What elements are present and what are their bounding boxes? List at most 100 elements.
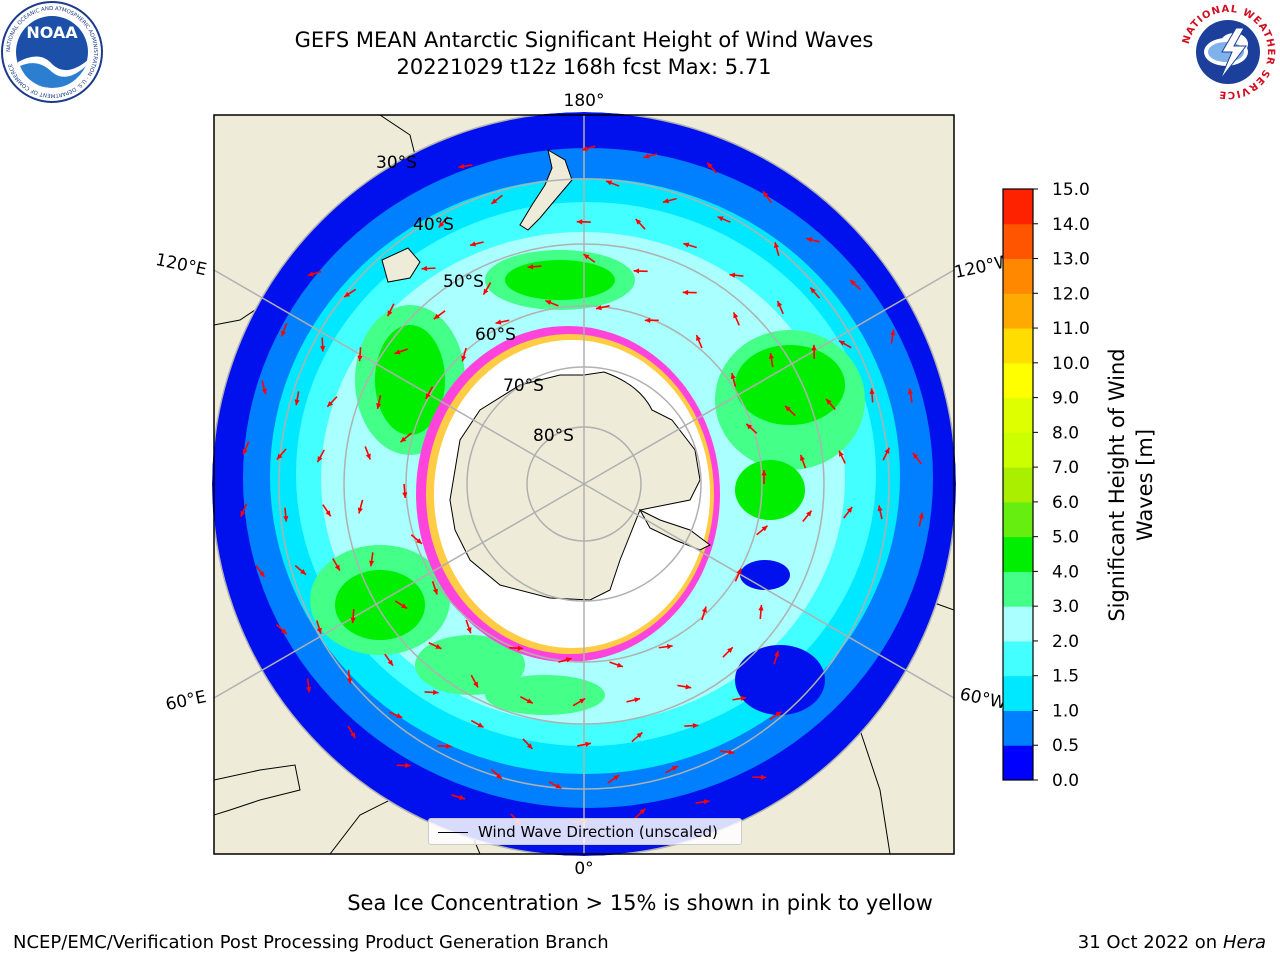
national-weather-service-logo: NATIONAL WEATHER SERVICE xyxy=(1178,2,1278,102)
wind-wave-arrow-head xyxy=(327,401,333,407)
wind-wave-arrow-head xyxy=(317,456,323,463)
wind-wave-arrow-head xyxy=(763,191,769,198)
wind-wave-arrow-head xyxy=(240,510,246,517)
wind-wave-arrow-head xyxy=(320,345,326,352)
wind-wave-arrow-head xyxy=(394,349,401,355)
wind-wave-arrow-head xyxy=(350,732,356,739)
colorbar-segment xyxy=(1003,536,1033,572)
wind-wave-arrow-head xyxy=(692,723,699,729)
lat-label-40s: 40°S xyxy=(413,215,454,235)
wind-wave-arrow-head xyxy=(376,403,382,409)
tasmania-land xyxy=(381,247,421,283)
wind-wave-arrow-head xyxy=(581,146,588,152)
wind-wave-arrow-head xyxy=(736,568,742,575)
wind-wave-arrow-head xyxy=(643,153,650,159)
wind-wave-arrow-head xyxy=(644,317,651,323)
legend-line-symbol xyxy=(438,832,468,833)
wind-wave-arrow-head xyxy=(811,344,817,351)
wind-wave-arrow-head xyxy=(357,355,363,362)
wind-wave-arrow-head xyxy=(346,678,353,684)
wind-wave-arrow-head xyxy=(316,627,322,634)
sea-ice-note: Sea Ice Concentration > 15% is shown in … xyxy=(347,891,933,915)
wind-wave-arrow-head xyxy=(717,216,724,222)
colorbar-segment xyxy=(1003,501,1033,538)
colorbar-tick-label: 1.0 xyxy=(1052,701,1079,721)
wind-wave-arrow-head xyxy=(579,698,586,704)
colorbar-segment xyxy=(1003,258,1033,294)
colorbar-segment xyxy=(1003,745,1033,781)
chart-subtitle: 20221029 t12z 168h fcst Max: 5.71 xyxy=(396,55,772,79)
wind-wave-arrow-head xyxy=(846,506,853,513)
wind-wave-arrow-head xyxy=(491,198,498,204)
colorbar-segment xyxy=(1003,293,1033,329)
wind-wave-arrow-head xyxy=(583,254,590,260)
wind-wave-arrow-head xyxy=(774,650,780,657)
wind-wave-arrow-head xyxy=(433,689,439,695)
lon-label-upper-left: 120°E xyxy=(154,250,209,280)
wind-wave-arrow-head xyxy=(758,604,764,611)
colorbar-tick-label: 10.0 xyxy=(1052,354,1090,374)
colorbar-segment xyxy=(1003,223,1033,260)
colorbar-frame xyxy=(1002,188,1034,781)
wind-wave-arrow-head xyxy=(555,783,562,789)
wind-wave-arrow-head xyxy=(438,221,445,228)
wind-wave-arrow-head xyxy=(606,180,613,186)
wind-wave-arrow-head xyxy=(777,300,783,307)
wind-wave-arrow-head xyxy=(446,743,452,749)
colorbar-tick-label: 11.0 xyxy=(1052,319,1090,339)
footer-credit: NCEP/EMC/Verification Post Processing Pr… xyxy=(13,932,609,953)
colorbar-tick-label: 0.0 xyxy=(1052,771,1079,791)
wind-wave-arrow-head xyxy=(401,603,408,609)
wind-wave-arrow-head xyxy=(918,512,924,519)
wind-wave-arrow-head xyxy=(839,450,844,457)
wind-wave-arrow-head xyxy=(281,330,286,337)
lat-label-80s: 80°S xyxy=(533,426,574,446)
lon-label-lower-left: 60°E xyxy=(164,687,208,715)
wind-wave-arrow-head xyxy=(728,749,735,755)
wind-wave-arrow-head xyxy=(400,436,407,443)
wind-wave-arrow-head xyxy=(242,448,248,455)
colorbar-tick-label: 6.0 xyxy=(1052,493,1079,513)
wind-wave-arrow-head xyxy=(281,628,287,635)
colorbar-segment xyxy=(1003,189,1033,225)
colorbar-tick-label: 14.0 xyxy=(1052,215,1090,235)
colorbar-tick-label: 9.0 xyxy=(1052,389,1079,409)
lat-label-60s: 60°S xyxy=(475,325,516,345)
wind-wave-arrow-head xyxy=(727,647,733,653)
wind-wave-arrow-head xyxy=(425,392,431,399)
colorbar-segment xyxy=(1003,675,1033,711)
lat-label-70s: 70°S xyxy=(503,376,544,396)
new-zealand-land xyxy=(519,148,573,231)
wind-wave-arrow-head xyxy=(433,313,440,320)
colorbar-tick-label: 13.0 xyxy=(1052,250,1090,270)
colorbar-segment xyxy=(1003,710,1033,746)
wind-wave-arrow-head xyxy=(517,645,524,651)
wind-wave-arrow-head xyxy=(276,453,283,460)
wind-wave-arrow-head xyxy=(633,268,640,274)
wind-wave-arrow-head xyxy=(595,305,602,311)
colorbar-segment xyxy=(1003,571,1033,607)
wind-wave-arrow-head xyxy=(334,564,340,571)
wind-wave-arrow-head xyxy=(259,570,265,577)
wind-wave-arrow-head xyxy=(912,452,919,459)
wind-wave-arrow-head xyxy=(466,627,472,634)
wind-wave-arrow-head xyxy=(613,775,620,781)
wind-wave-arrow-head xyxy=(473,681,479,688)
wind-wave-arrow-head xyxy=(421,265,428,272)
wind-wave-arrow-head xyxy=(585,741,591,747)
wind-wave-arrow-head xyxy=(527,264,534,270)
wind-wave-arrow-head xyxy=(707,162,713,169)
wind-wave-arrow-head xyxy=(800,454,805,461)
wind-wave-arrow-head xyxy=(396,713,403,718)
wind-wave-arrow-head xyxy=(325,510,331,517)
wind-wave-arrow-head xyxy=(545,300,552,306)
wind-wave-arrow-head xyxy=(671,766,678,771)
wind-wave-arrow-head xyxy=(350,617,356,624)
wind-wave-arrow-head xyxy=(283,515,289,522)
colorbar-tick-label: 0.5 xyxy=(1052,736,1079,756)
wind-wave-arrow-head xyxy=(683,242,690,248)
wind-wave-arrow-head xyxy=(357,507,363,514)
wind-wave-arrow-head xyxy=(477,722,484,728)
colorbar-segment xyxy=(1003,467,1033,503)
